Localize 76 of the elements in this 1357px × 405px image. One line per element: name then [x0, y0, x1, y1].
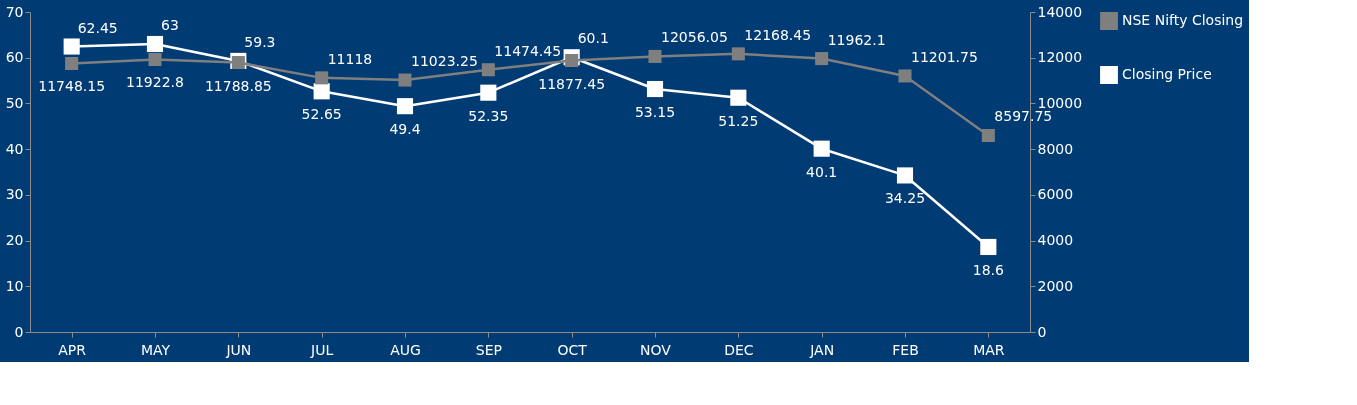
point	[896, 167, 914, 184]
y-tick-label: 20	[5, 232, 24, 249]
data-label: 11118	[327, 50, 373, 67]
y2-tick-label: 10000	[1037, 94, 1083, 111]
data-label: 18.6	[972, 261, 1005, 278]
data-label: 59.3	[244, 33, 276, 50]
point	[65, 56, 79, 70]
point	[815, 52, 829, 66]
y-tick-label: 60	[5, 49, 24, 66]
data-label: 52.65	[301, 106, 342, 123]
point	[731, 47, 745, 61]
x-tick-label: AUG	[390, 341, 421, 358]
x-tick-label: FEB	[892, 341, 919, 358]
data-label: 11962.1	[827, 31, 886, 48]
y2-tick-label: 8000	[1037, 140, 1074, 157]
x-tick-label: JUL	[310, 341, 334, 358]
point	[146, 35, 164, 53]
y2-tick-label: 14000	[1037, 3, 1083, 20]
data-label: 62.45	[77, 19, 118, 36]
point	[898, 69, 912, 83]
data-label: 8597.75	[994, 108, 1053, 125]
x-tick-label: JUN	[225, 341, 252, 358]
point	[480, 84, 497, 101]
data-label: 49.4	[389, 121, 421, 138]
point	[63, 38, 80, 55]
data-label: 60.1	[577, 30, 609, 47]
y-tick-label: 0	[14, 323, 24, 340]
legend-label: NSE Nifty Closing	[1122, 12, 1244, 28]
point	[315, 71, 329, 85]
y-tick-label: 30	[5, 186, 24, 203]
x-tick-label: JAN	[809, 341, 835, 358]
x-tick-label: OCT	[557, 341, 588, 358]
point	[396, 98, 414, 115]
x-tick-label: MAR	[973, 341, 1005, 358]
point	[398, 73, 412, 87]
data-label: 63	[161, 17, 179, 33]
point	[981, 128, 995, 142]
y-tick-label: 50	[5, 94, 24, 111]
x-tick-label: NOV	[640, 341, 672, 358]
data-label: 11877.45	[538, 75, 606, 92]
data-label: 53.15	[634, 104, 676, 121]
data-label: 34.25	[884, 190, 926, 207]
data-label: 11201.75	[911, 48, 978, 65]
y2-tick-label: 2000	[1037, 277, 1074, 294]
y2-tick-label: 12000	[1037, 49, 1083, 66]
point	[313, 83, 330, 100]
data-label: 11023.25	[411, 53, 478, 70]
point	[481, 63, 495, 77]
data-label: 12168.45	[744, 26, 812, 43]
x-tick-label: DEC	[724, 341, 754, 358]
y-tick-label: 70	[5, 3, 24, 20]
data-label: 11474.45	[494, 42, 562, 59]
data-label: 11748.15	[38, 78, 106, 95]
data-label: 40.1	[806, 163, 838, 180]
y2-tick-label: 0	[1037, 323, 1047, 340]
point	[648, 49, 662, 63]
data-label: 11922.8	[126, 74, 184, 91]
point	[148, 52, 162, 66]
point	[231, 56, 245, 70]
point	[730, 89, 747, 106]
data-label: 11788.85	[204, 77, 272, 94]
data-label: 52.35	[468, 107, 509, 124]
y2-tick-label: 6000	[1037, 186, 1074, 203]
data-label: 12056.05	[661, 29, 728, 46]
legend-label: Closing Price	[1122, 66, 1212, 82]
y2-tick-label: 4000	[1037, 232, 1074, 249]
point	[980, 238, 997, 256]
point	[646, 80, 664, 98]
point	[813, 140, 830, 157]
x-tick-label: APR	[58, 341, 87, 358]
data-label: 51.25	[718, 112, 759, 129]
x-tick-label: SEP	[475, 341, 502, 358]
x-tick-label: MAY	[140, 341, 171, 358]
point	[565, 54, 579, 68]
y-tick-label: 40	[5, 140, 24, 157]
y-tick-label: 10	[5, 277, 24, 294]
